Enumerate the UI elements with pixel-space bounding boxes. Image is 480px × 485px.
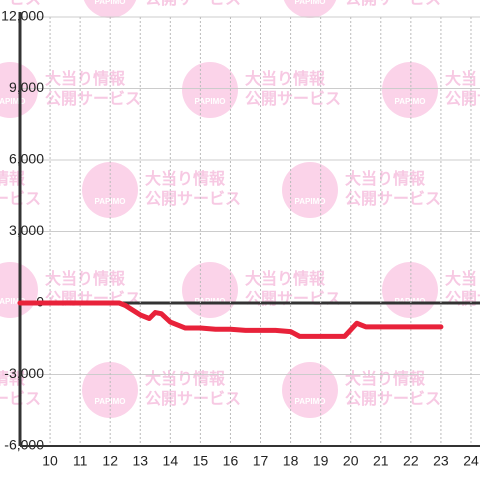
y-tick-label: -6,000 [4,437,44,453]
watermark-text: 大当り情報 [345,369,426,388]
line [17,300,444,339]
watermark-brand: PAPIMO [295,197,326,206]
watermark-text: 大当り情報 [445,269,480,288]
watermarks: PAPIMO大当り情報公開サービスPAPIMO大当り情報公開サービスPAPIMO… [0,0,480,418]
watermark-brand: PAPIMO [0,97,25,106]
watermark-circle [283,0,337,18]
watermark-brand: PAPIMO [395,97,426,106]
y-tick-label: -3,000 [4,365,44,381]
x-tick-label: 13 [132,453,148,469]
y-tick-label: 3,000 [9,222,44,238]
watermark-text: 公開サービス [345,390,441,408]
watermark-text: 大当り情報 [45,69,126,88]
y-tick-label: 6,000 [9,151,44,167]
x-tick-label: 17 [253,453,269,469]
x-tick-label: 16 [223,453,239,469]
x-tick-label: 15 [193,453,209,469]
watermark-text: 大当り情報 [245,269,326,288]
watermark-circle [382,262,438,318]
watermark-brand: PAPIMO [0,297,25,306]
watermark-brand: PAPIMO [295,0,326,6]
watermark-brand: PAPIMO [295,397,326,406]
watermark-text: 大当り情報 [245,69,326,88]
watermark-text: 公開サービス [345,190,441,208]
watermark-text: 大当り情報 [445,69,480,88]
x-tick-label: 10 [42,453,58,469]
watermark-text: 公開サービス [445,90,480,108]
watermark-text: 大当り情報 [45,269,126,288]
x-tick-label: 12 [102,453,118,469]
watermark-circle [282,362,338,418]
watermark-circle [83,0,137,18]
watermark-text: 公開サービス [145,0,241,8]
watermark-text: 公開サービス [45,90,141,108]
watermark-text: 大当り情報 [145,369,226,388]
watermark-text: 大当り情報 [345,169,426,188]
watermark-text: 公開サービス [445,290,480,308]
x-tick-label: 22 [403,453,419,469]
x-tick-label: 21 [373,453,389,469]
watermark-text: 大当り情報 [145,169,226,188]
x-tick-label: 23 [433,453,449,469]
watermark-brand: PAPIMO [195,97,226,106]
x-tick-label: 24 [463,453,479,469]
watermark-circle [382,62,438,118]
watermark-circle [282,162,338,218]
y-tick-label: 12,000 [1,8,44,24]
x-tick-label: 18 [283,453,299,469]
watermark-text: 公開サービス [145,390,241,408]
watermark-text: 公開サービス [145,190,241,208]
watermark-text: 大当り情報 [0,169,26,188]
watermark-text: 公開サービス [245,290,341,308]
watermark-text: 公開サービス [245,90,341,108]
x-tick-label: 11 [73,453,88,469]
x-tick-label: 14 [163,453,179,469]
watermark-text: 公開サービス [0,0,41,8]
y-tick-label: 9,000 [9,79,44,95]
watermark-circle [182,62,238,118]
x-tick-label: 19 [313,453,329,469]
watermark-text: 公開サービス [345,0,441,8]
watermark-brand: PAPIMO [95,0,126,6]
x-tick-label: 20 [343,453,359,469]
watermark-circle [182,262,238,318]
